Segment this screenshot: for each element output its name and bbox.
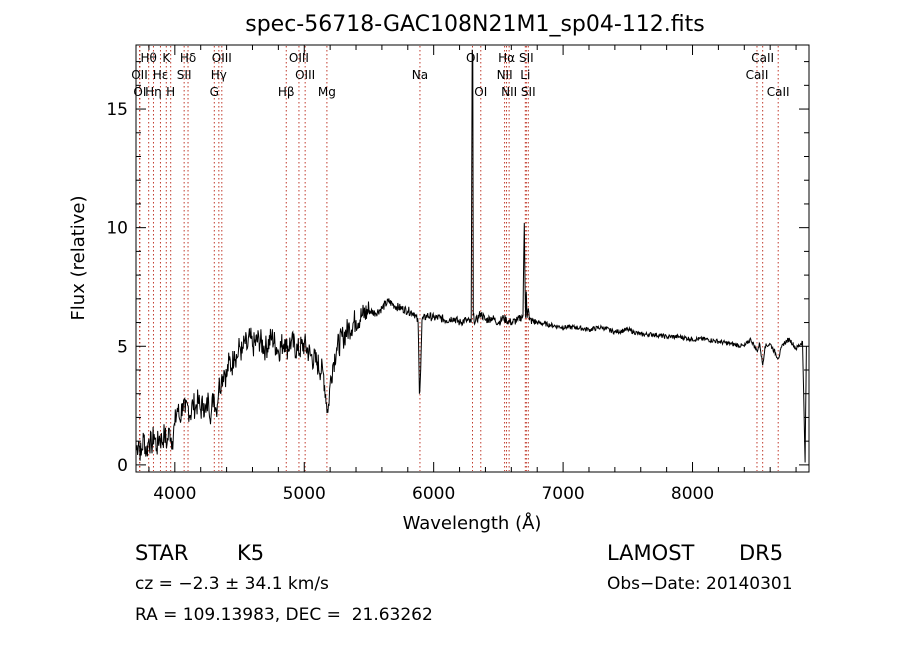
- y-tick-label: 5: [117, 337, 128, 357]
- feature-label: Mg: [318, 85, 336, 99]
- feature-label: Na: [412, 68, 428, 82]
- feature-label: NII: [501, 85, 517, 99]
- feature-label: Li: [520, 68, 530, 82]
- y-axis-label: Flux (relative): [68, 195, 89, 320]
- plot-frame: [135, 44, 810, 473]
- feature-label: Hη: [145, 85, 162, 99]
- feature-label: NII: [497, 68, 513, 82]
- feature-label: OIII: [212, 51, 232, 65]
- feature-label: SII: [177, 68, 192, 82]
- chart-title: spec-56718-GAC108N21M1_sp04-112.fits: [245, 12, 705, 37]
- feature-label: Hβ: [278, 85, 295, 99]
- object-class: STAR: [135, 541, 189, 565]
- y-tick-label: 0: [117, 456, 128, 476]
- x-tick-label: 7000: [541, 484, 584, 504]
- feature-label: Hδ: [180, 51, 196, 65]
- coordinates: RA = 109.13983, DEC = 21.63262: [135, 605, 433, 625]
- feature-label: OIII: [289, 51, 309, 65]
- redshift-cz: cz = −2.3 ± 34.1 km/s: [135, 574, 329, 594]
- feature-label: CaII: [767, 85, 790, 99]
- x-tick-label: 4000: [153, 484, 196, 504]
- observation-date: Obs−Date: 20140301: [607, 574, 793, 594]
- feature-label: OIII: [295, 68, 315, 82]
- feature-label: Hα: [498, 51, 515, 65]
- feature-label: CaII: [751, 51, 774, 65]
- survey-name: LAMOST: [607, 541, 695, 565]
- feature-label: Hε: [153, 68, 169, 82]
- y-tick-label: 15: [106, 100, 128, 120]
- feature-label: OI: [474, 85, 487, 99]
- feature-label: H: [166, 85, 175, 99]
- y-tick-label: 10: [106, 219, 128, 239]
- feature-label: SII: [521, 85, 536, 99]
- object-subclass: K5: [237, 541, 265, 565]
- axes: 4000 5000 6000 7000 8000 0 5 10 15: [106, 45, 809, 504]
- data-release: DR5: [739, 541, 784, 565]
- feature-label: CaII: [746, 68, 769, 82]
- feature-label: Hγ: [211, 68, 227, 82]
- x-tick-label: 6000: [412, 484, 455, 504]
- emission-absorption-lines: [138, 46, 779, 471]
- x-tick-label: 8000: [671, 484, 714, 504]
- feature-label: SII: [519, 51, 534, 65]
- feature-label: Hθ: [140, 51, 156, 65]
- feature-label: OII: [131, 68, 148, 82]
- feature-label: G: [210, 85, 219, 99]
- spectrum-line: [135, 49, 807, 463]
- feature-label: OI: [133, 85, 146, 99]
- feature-label: K: [162, 51, 171, 65]
- x-tick-label: 5000: [283, 484, 326, 504]
- x-axis-label: Wavelength (Å): [403, 512, 542, 534]
